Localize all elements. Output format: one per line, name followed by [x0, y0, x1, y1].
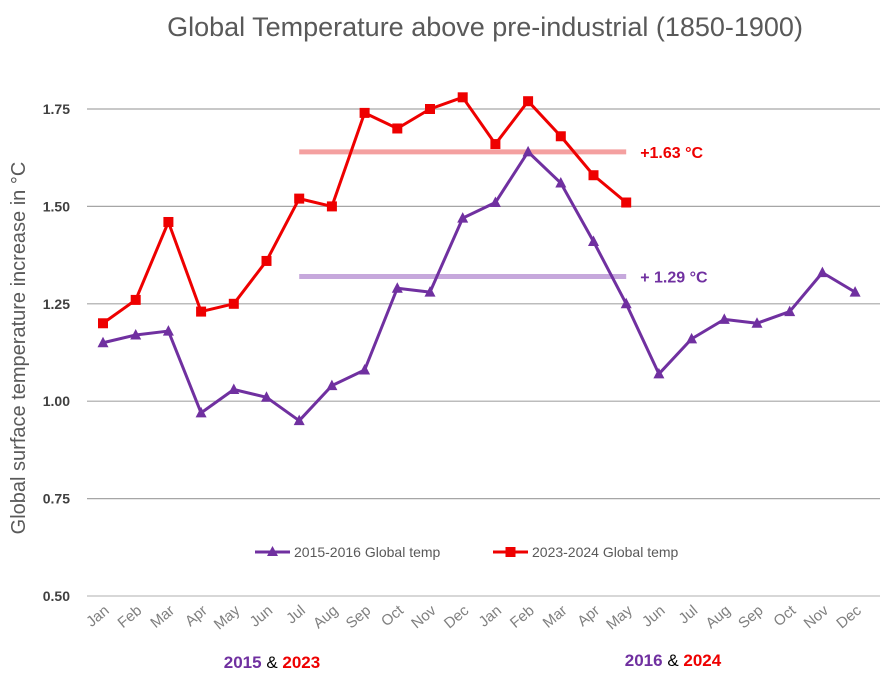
x-tick-label: Sep: [735, 602, 766, 632]
data-point: [555, 131, 566, 142]
x-tick-label: Sep: [343, 602, 374, 632]
legend-label-2015-2016: 2015-2016 Global temp: [294, 544, 441, 560]
data-point: [751, 317, 763, 328]
data-point: [621, 197, 632, 208]
legend-label-2023-2024: 2023-2024 Global temp: [532, 544, 679, 560]
data-point: [228, 298, 239, 309]
data-point: [588, 170, 599, 181]
year-label-2016: 2016: [625, 651, 663, 670]
y-tick-label: 1.75: [43, 101, 70, 117]
chart-title: Global Temperature above pre-industrial …: [167, 12, 803, 42]
data-point: [391, 282, 403, 293]
x-tick-label: Jul: [283, 602, 309, 627]
data-point: [457, 212, 469, 223]
x-tick-label: Jun: [639, 602, 668, 631]
data-point: [522, 145, 534, 157]
x-tick-label: Apr: [182, 602, 211, 630]
x-tick-label: Aug: [702, 602, 733, 632]
legend-triangle-marker: [267, 546, 278, 556]
gridlines: [87, 108, 880, 597]
x-tick-label: Dec: [833, 602, 865, 632]
data-point: [489, 196, 501, 208]
year-label-left: 2015 & 2023: [224, 653, 320, 672]
reference-line-label: +1.63 °C: [640, 145, 703, 162]
data-point: [261, 391, 272, 402]
data-point: [196, 306, 207, 317]
y-tick-label: 1.25: [43, 296, 70, 312]
series-line: [102, 95, 628, 325]
x-tick-label: Feb: [507, 602, 538, 632]
data-point: [359, 107, 370, 118]
x-tick-label: Jul: [676, 602, 702, 627]
data-point: [326, 379, 338, 391]
y-tick-label: 1.50: [43, 198, 70, 214]
y-tick-labels: 0.50 0.75 1.00 1.25 1.50 1.75: [43, 101, 70, 604]
data-point: [261, 255, 272, 266]
data-point: [162, 325, 174, 336]
year-label-amp-left: &: [262, 653, 283, 672]
series-line: [102, 150, 856, 423]
data-point: [718, 313, 730, 324]
year-label-right: 2016 & 2024: [625, 651, 722, 670]
y-axis-label: Global surface temperature increase in °…: [8, 162, 30, 535]
year-label-2024: 2024: [683, 651, 721, 670]
data-point: [686, 332, 698, 344]
data-point: [98, 318, 108, 329]
x-tick-labels: Jan Feb Mar Apr May Jun Jul Aug Sep Oct Nov Dec Jan F…: [83, 602, 865, 634]
x-tick-label: Nov: [801, 602, 833, 632]
legend: 2015-2016 Global temp 2023-2024 Global t…: [255, 544, 679, 560]
data-point: [424, 286, 436, 297]
x-tick-label: May: [211, 602, 244, 634]
y-tick-label: 0.50: [43, 588, 70, 604]
data-point: [523, 96, 534, 107]
data-point: [620, 297, 632, 309]
data-point: [425, 104, 435, 114]
data-point: [228, 383, 240, 395]
x-tick-label: Jan: [83, 602, 112, 631]
data-point: [784, 305, 796, 317]
data-point: [359, 364, 371, 375]
x-tick-label: Feb: [115, 602, 146, 632]
data-point: [293, 414, 305, 426]
x-tick-label: Aug: [310, 602, 341, 632]
x-tick-label: Dec: [441, 602, 473, 632]
data-point: [653, 367, 665, 379]
data-point: [849, 286, 861, 297]
data-point: [392, 123, 403, 134]
year-label-amp-right: &: [663, 651, 684, 670]
data-point: [326, 201, 337, 212]
x-tick-label: May: [603, 602, 636, 634]
year-label-2023: 2023: [282, 653, 320, 672]
x-tick-label: Oct: [378, 602, 407, 631]
reference-lines: +1.63 °C + 1.29 °C: [299, 145, 708, 287]
year-labels: 2015 & 2023 2016 & 2024: [224, 651, 722, 672]
data-point: [816, 266, 828, 278]
data-point: [294, 193, 305, 204]
data-point: [457, 92, 468, 103]
data-point: [588, 235, 599, 246]
year-label-2015: 2015: [224, 653, 262, 672]
x-tick-label: Apr: [574, 602, 603, 630]
reference-line-label: + 1.29 °C: [640, 270, 708, 287]
series-lines: [97, 92, 861, 426]
data-point: [97, 336, 109, 348]
x-tick-label: Oct: [770, 602, 799, 631]
x-tick-label: Mar: [540, 602, 571, 632]
data-point: [555, 177, 567, 188]
data-point: [163, 216, 174, 227]
x-tick-label: Nov: [408, 602, 440, 632]
y-tick-label: 1.00: [43, 393, 70, 409]
data-point: [130, 328, 142, 340]
x-tick-label: Mar: [147, 602, 178, 632]
x-tick-label: Jan: [476, 602, 505, 631]
data-point: [195, 406, 207, 418]
x-tick-label: Jun: [247, 602, 276, 631]
data-point: [490, 139, 501, 150]
legend-square-marker: [505, 547, 516, 557]
data-point: [130, 294, 141, 305]
y-tick-label: 0.75: [43, 491, 70, 507]
